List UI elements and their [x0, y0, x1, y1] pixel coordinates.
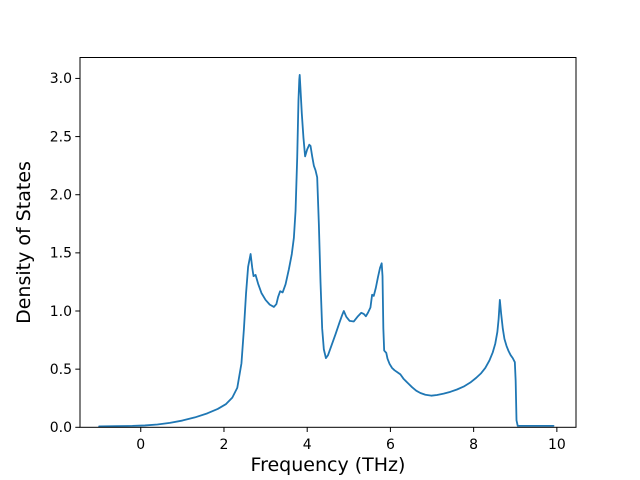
y-tick-label: 0.0: [50, 420, 72, 436]
x-tick-label: 2: [220, 437, 229, 453]
y-tick-label: 2.0: [50, 188, 72, 204]
x-axis-ticks: 0 2 4 6 8 10: [136, 427, 566, 453]
y-axis-ticks: 0.0 0.5 1.0 1.5 2.0 2.5 3.0: [50, 71, 80, 436]
x-tick-label: 10: [548, 437, 566, 453]
x-tick-label: 0: [136, 437, 145, 453]
x-tick-label: 4: [303, 437, 312, 453]
y-tick-label: 3.0: [50, 71, 72, 87]
y-tick-label: 0.5: [50, 362, 72, 378]
x-tick-label: 8: [469, 437, 478, 453]
x-axis-label: Frequency (THz): [251, 454, 406, 476]
x-tick-label: 6: [386, 437, 395, 453]
y-tick-label: 2.5: [50, 129, 72, 145]
y-axis-label: Density of States: [13, 161, 35, 324]
y-tick-label: 1.0: [50, 304, 72, 320]
plot-frame: [79, 57, 577, 428]
dos-curve: [98, 74, 555, 428]
y-tick-label: 1.5: [50, 246, 72, 262]
